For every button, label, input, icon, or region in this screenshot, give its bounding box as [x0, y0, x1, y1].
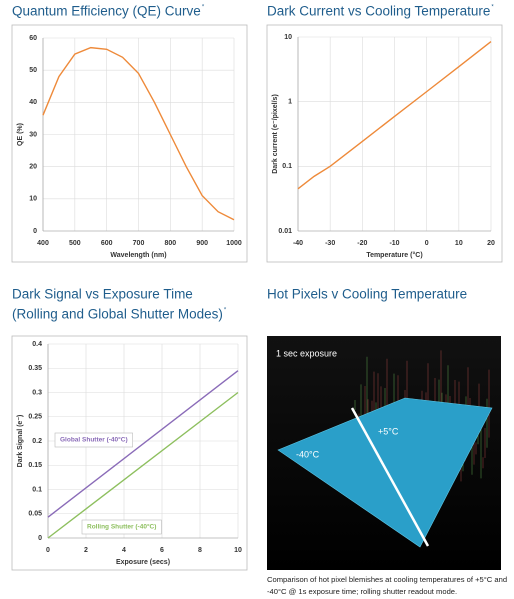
- y-tick-label: 0: [38, 535, 42, 542]
- chart-title: Quantum Efficiency (QE) Curve: [12, 4, 201, 19]
- x-axis-label: Temperature (°C): [366, 251, 422, 259]
- title-note: *: [491, 5, 494, 11]
- caption: -40°C @ 1s exposure time; rolling shutte…: [267, 587, 457, 596]
- y-axis-label: QE (%): [17, 123, 24, 146]
- x-tick-label: 800: [164, 240, 176, 247]
- x-tick-label: 900: [196, 240, 208, 247]
- y-tick-label: 0.1: [32, 486, 42, 493]
- y-tick-label: 40: [29, 99, 37, 106]
- x-tick-label: 2: [84, 547, 88, 554]
- y-tick-label: 0.4: [32, 341, 42, 348]
- panel-title: Hot Pixels v Cooling Temperature: [267, 287, 467, 302]
- caption: Comparison of hot pixel blemishes at coo…: [267, 575, 507, 584]
- series-line: [47, 391, 239, 539]
- chart-frame: [11, 335, 248, 571]
- y-tick-label: 0.2: [32, 438, 42, 445]
- y-tick-label: 0.1: [282, 163, 292, 170]
- y-tick-label: 30: [29, 131, 37, 138]
- x-tick-label: -30: [325, 240, 335, 247]
- x-tick-label: 10: [455, 240, 463, 247]
- chart-title: Dark Current vs Cooling Temperature: [267, 4, 490, 19]
- x-tick-label: 4: [122, 547, 126, 554]
- y-tick-label: 0.01: [278, 228, 292, 235]
- image-panel: Hot Pixels v Cooling Temperature 1 sec e…: [267, 287, 507, 596]
- temp-label: +5°C: [378, 426, 399, 436]
- y-tick-label: 0.3: [32, 389, 42, 396]
- overlay-label: 1 sec exposure: [276, 348, 337, 358]
- y-axis-label: Dark current (e⁻/pixel/s): [272, 94, 279, 174]
- divider: [350, 407, 430, 547]
- y-axis-label: Dark Signal (e⁻): [17, 415, 24, 468]
- chart-title: Dark Signal vs Exposure Time: [12, 287, 193, 302]
- x-tick-label: -10: [389, 240, 399, 247]
- y-tick-label: 1: [288, 99, 292, 106]
- series-label: Global Shutter (-40°C): [54, 432, 133, 448]
- series-label: Rolling Shutter (-40°C): [81, 519, 162, 535]
- series-line: [297, 41, 492, 190]
- title-note: *: [224, 308, 227, 314]
- x-tick-label: 20: [487, 240, 495, 247]
- sensor-surface: [278, 398, 492, 547]
- temp-label: -40°C: [296, 449, 320, 459]
- label-box: [54, 432, 133, 448]
- x-tick-label: 8: [198, 547, 202, 554]
- label-box: [81, 519, 162, 535]
- x-tick-label: 10: [234, 547, 242, 554]
- y-tick-label: 0: [33, 228, 37, 235]
- y-tick-label: 50: [29, 67, 37, 74]
- chart-frame: [266, 24, 503, 263]
- title-note: *: [202, 5, 205, 11]
- y-tick-label: 10: [284, 34, 292, 41]
- x-tick-label: 6: [160, 547, 164, 554]
- y-tick-label: 0.25: [28, 414, 42, 421]
- x-tick-label: 0: [425, 240, 429, 247]
- series-name: Global Shutter (-40°C): [60, 436, 128, 444]
- x-tick-label: 700: [133, 240, 145, 247]
- x-tick-label: -20: [357, 240, 367, 247]
- chart-title: (Rolling and Global Shutter Modes): [12, 307, 223, 322]
- x-tick-label: 0: [46, 547, 50, 554]
- series-name: Rolling Shutter (-40°C): [87, 523, 156, 531]
- y-tick-label: 0.05: [28, 511, 42, 518]
- series-line: [47, 370, 239, 518]
- y-tick-label: 10: [29, 196, 37, 203]
- series-line: [42, 46, 235, 221]
- y-tick-label: 0.15: [28, 462, 42, 469]
- x-tick-label: 600: [101, 240, 113, 247]
- x-axis-label: Exposure (secs): [116, 559, 170, 566]
- y-tick-label: 60: [29, 35, 37, 42]
- chart-frame: [11, 24, 248, 263]
- x-tick-label: 400: [37, 240, 49, 247]
- y-tick-label: 0.35: [28, 365, 42, 372]
- y-tick-label: 20: [29, 164, 37, 171]
- x-axis-label: Wavelength (nm): [110, 252, 166, 259]
- x-tick-label: 1000: [226, 240, 242, 247]
- sensor-edge: [277, 397, 493, 548]
- x-tick-label: 500: [69, 240, 81, 247]
- x-tick-label: -40: [293, 240, 303, 247]
